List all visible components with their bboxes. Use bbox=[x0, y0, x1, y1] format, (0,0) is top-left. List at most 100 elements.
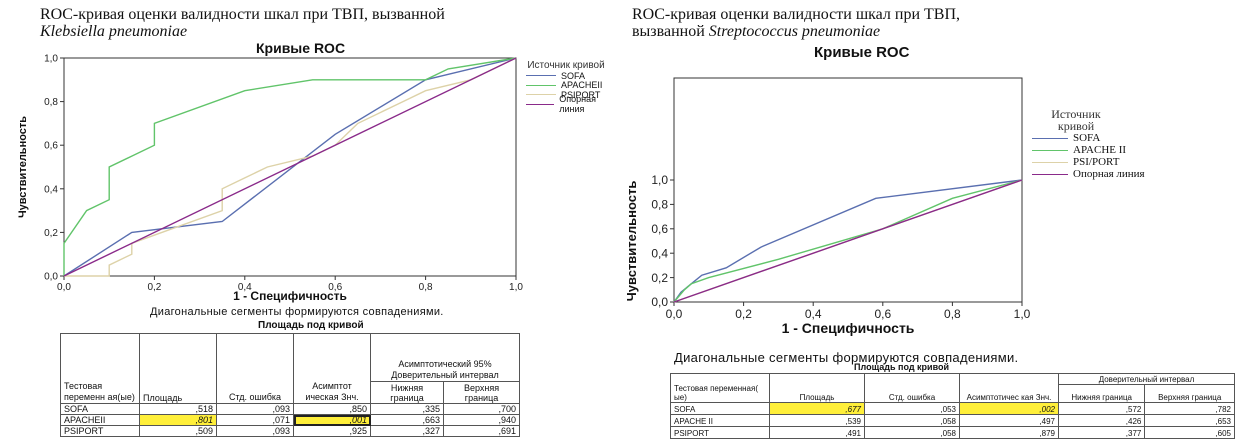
y-tick-label: 1,0 bbox=[651, 173, 668, 187]
row-upper: ,940 bbox=[443, 414, 520, 426]
y-tick-label: 0,2 bbox=[44, 228, 58, 239]
row-name: SOFA bbox=[60, 403, 140, 415]
right-th-ci: Доверительный интервал bbox=[1058, 373, 1235, 385]
legend-swatch bbox=[1032, 137, 1068, 139]
row-lower: ,377 bbox=[1057, 426, 1146, 439]
table-row: APACHEII ,801 ,071 ,001 ,663 ,940 bbox=[60, 414, 520, 426]
left-roc-chart: 0,0 0,2 0,4 0,6 0,8 1,0 0,0 0,2 0,4 0,6 0,8 1,0 1 - … bbox=[17, 54, 523, 304]
x-tick-label: 0,2 bbox=[735, 307, 752, 321]
legend-swatch bbox=[526, 103, 555, 105]
legend-swatch bbox=[526, 94, 556, 96]
legend-swatch bbox=[1032, 161, 1068, 163]
left-th-ci: Асимптотический 95% Доверительный интерв… bbox=[370, 333, 520, 382]
roc-series-line bbox=[63, 57, 517, 277]
row-name: PSIPORT bbox=[60, 425, 140, 437]
right-heading: ROC-кривая оценки валидности шкал при ТВ… bbox=[632, 6, 960, 40]
table-row: PSIPORT ,491 ,058 ,879 ,377 ,605 bbox=[670, 426, 1235, 439]
row-lower: ,663 bbox=[369, 414, 445, 426]
legend-label: APACHEII bbox=[561, 80, 603, 91]
y-axis-label: Чувствительность bbox=[624, 181, 639, 302]
row-std-error: ,071 bbox=[216, 414, 294, 426]
y-tick-label: 0,8 bbox=[44, 97, 58, 108]
right-th-asymp-sig: Асимптотичес кая Знч. bbox=[959, 373, 1059, 403]
roc-series-line bbox=[63, 57, 517, 276]
table-row: SOFA ,677 ,053 ,002 ,572 ,782 bbox=[670, 402, 1235, 415]
x-axis-label: 1 - Специфичность bbox=[233, 289, 347, 303]
right-th-upper: Верхняя граница bbox=[1144, 384, 1235, 403]
x-tick-label: 0,0 bbox=[57, 282, 71, 293]
legend-swatch bbox=[526, 84, 556, 86]
x-axis-label: 1 - Специфичность bbox=[782, 320, 915, 336]
y-tick-label: 0,0 bbox=[651, 295, 668, 309]
right-legend-title: Источник кривой bbox=[1051, 107, 1101, 133]
right-heading-line2: вызванной Streptococcus pneumoniae bbox=[632, 23, 960, 40]
row-lower: ,327 bbox=[369, 425, 445, 437]
legend-label: APACHE II bbox=[1073, 144, 1127, 156]
roc-series-line bbox=[673, 179, 1023, 303]
left-legend: Источник кривой SOFA APACHEII PSIPORT Опорн… bbox=[526, 60, 620, 114]
row-upper: ,700 bbox=[443, 403, 520, 415]
x-tick-label: 0,2 bbox=[147, 282, 161, 293]
row-lower: ,335 bbox=[369, 403, 445, 415]
left-legend-title: Источник кривой bbox=[527, 60, 605, 71]
row-std-error: ,058 bbox=[864, 414, 960, 427]
y-tick-label: 0,0 bbox=[44, 272, 58, 283]
row-sig: ,925 bbox=[293, 425, 371, 437]
left-chart-title: Кривые ROC bbox=[256, 40, 346, 56]
x-tick-label: 0,4 bbox=[238, 282, 252, 293]
row-name: PSIPORT bbox=[670, 426, 770, 439]
y-tick-label: 0,8 bbox=[651, 198, 668, 212]
legend-label: SOFA bbox=[1073, 132, 1101, 144]
roc-series-line bbox=[673, 179, 1023, 303]
row-name: APACHE II bbox=[670, 414, 770, 427]
y-tick-label: 0,6 bbox=[651, 222, 668, 236]
y-tick-label: 0,2 bbox=[651, 271, 668, 285]
legend-item: Опорная линия bbox=[1032, 168, 1145, 180]
row-upper: ,782 bbox=[1144, 402, 1235, 415]
legend-item: Опорная линия bbox=[526, 94, 620, 114]
y-tick-label: 1,0 bbox=[44, 54, 58, 65]
y-tick-label: 0,4 bbox=[651, 246, 668, 260]
right-th-test-variable: Тестовая переменная( ые) bbox=[670, 373, 770, 403]
row-sig-highlight: ,002 bbox=[959, 402, 1059, 415]
row-sig: ,850 bbox=[293, 403, 371, 415]
left-figure: ROC-кривая оценки валидности шкал при ТВ… bbox=[0, 0, 620, 445]
x-tick-label: 1,0 bbox=[1014, 307, 1031, 321]
x-tick-label: 0,6 bbox=[874, 307, 891, 321]
y-tick-label: 0,6 bbox=[44, 141, 58, 152]
row-std-error: ,093 bbox=[216, 403, 294, 415]
right-heading-line1: ROC-кривая оценки валидности шкал при ТВ… bbox=[632, 6, 961, 23]
right-table-title: Площадь под кривой bbox=[854, 362, 950, 372]
row-name: SOFA bbox=[670, 402, 770, 415]
row-name: APACHEII bbox=[60, 414, 140, 426]
x-tick-label: 0,0 bbox=[666, 307, 683, 321]
left-auc-table: Тестовая переменн ая(ые) Площадь Стд. ош… bbox=[60, 333, 520, 437]
row-area-highlight: ,801 bbox=[139, 414, 217, 426]
row-area: ,491 bbox=[769, 426, 865, 439]
table-row: SOFA ,518 ,093 ,850 ,335 ,700 bbox=[60, 403, 520, 415]
legend-label: PSI/PORT bbox=[1073, 156, 1120, 168]
left-th-upper: Верхняя граница bbox=[443, 381, 520, 404]
table-row: PSIPORT ,509 ,093 ,925 ,327 ,691 bbox=[60, 425, 520, 437]
legend-swatch bbox=[1032, 173, 1068, 175]
row-upper: ,691 bbox=[443, 425, 520, 437]
legend-item: PSIPORT bbox=[526, 90, 620, 100]
right-legend: Источник кривой SOFA APACHE II PSI/PORT Опо… bbox=[1032, 108, 1145, 180]
right-th-std-error: Стд. ошибка bbox=[864, 373, 960, 403]
table-row: APACHE II ,539 ,058 ,497 ,426 ,653 bbox=[670, 414, 1235, 427]
right-chart-title: Кривые ROC bbox=[814, 44, 910, 61]
left-caption: Диагональные сегменты формируются совпад… bbox=[150, 306, 444, 318]
left-heading-line2: Klebsiella pneumoniae bbox=[40, 23, 188, 40]
row-std-error: ,053 bbox=[864, 402, 960, 415]
y-tick-label: 0,4 bbox=[44, 184, 58, 195]
right-th-lower: Нижняя граница bbox=[1057, 384, 1146, 403]
left-th-area: Площадь bbox=[139, 333, 217, 404]
row-std-error: ,058 bbox=[864, 426, 960, 439]
row-area-highlight: ,677 bbox=[769, 402, 865, 415]
row-sig-highlight: ,001 bbox=[293, 414, 371, 426]
x-tick-label: 0,8 bbox=[944, 307, 961, 321]
right-roc-chart: 0,0 0,2 0,4 0,6 0,8 1,0 0,0 0,2 0,4 0,6 0,8 1,0 1 - … bbox=[624, 77, 1031, 336]
left-th-std-error: Стд. ошибка bbox=[216, 333, 294, 404]
right-auc-table: Тестовая переменная( ые) Площадь Стд. ош… bbox=[670, 373, 1235, 439]
legend-label: PSIPORT bbox=[561, 89, 601, 100]
